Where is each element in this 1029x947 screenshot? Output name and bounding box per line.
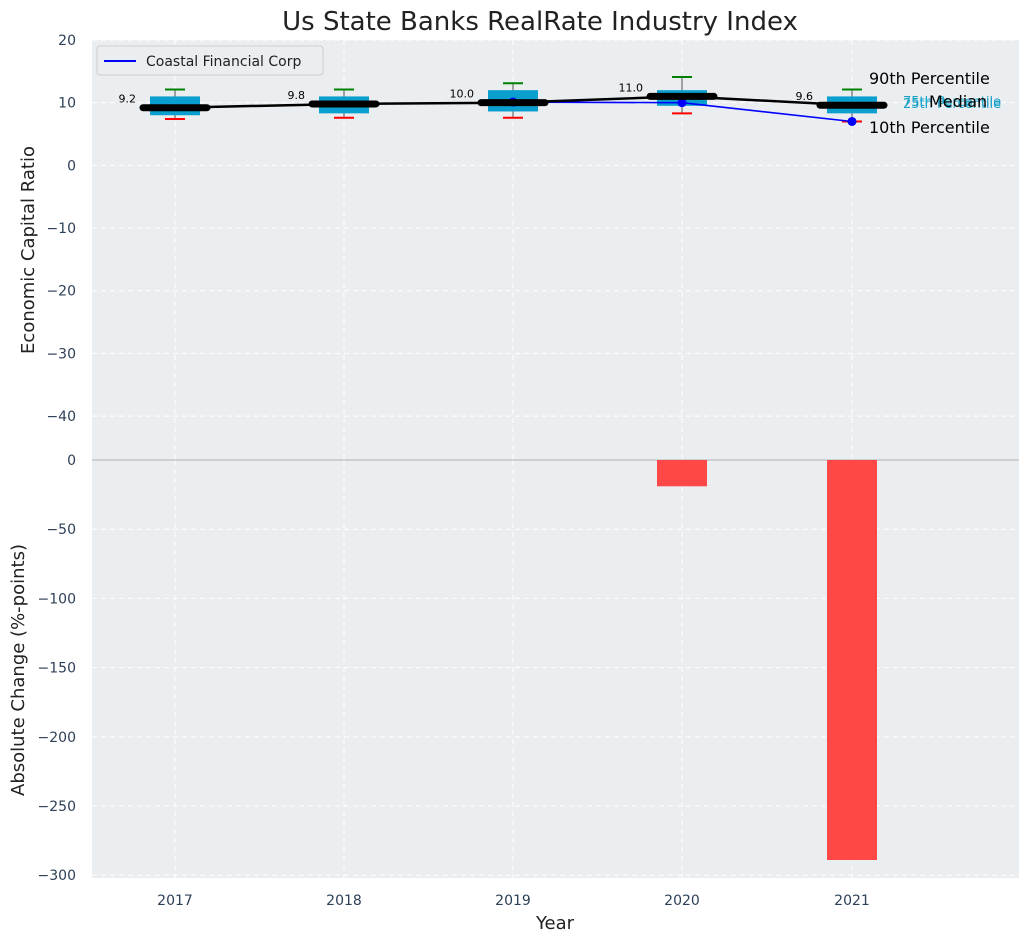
x-tick-label: 2019 [495,893,531,909]
x-tick-label: 2017 [157,893,193,909]
median-value-label: 9.6 [796,90,814,103]
top-y-tick-label: −40 [46,409,76,425]
top-y-tick-label: −10 [46,221,76,237]
bottom-y-axis-label: Absolute Change (%-points) [8,544,29,796]
x-tick-label: 2021 [834,893,870,909]
p10-annotation: 10th Percentile [869,118,990,137]
bottom-y-tick-label: −200 [38,730,76,746]
bottom-plot-background [92,460,1019,878]
top-y-tick-label: 10 [58,96,76,112]
x-tick-label: 2018 [326,893,362,909]
median-value-label: 9.2 [119,93,137,106]
bottom-y-tick-label: −150 [38,661,76,677]
company-point [847,116,857,126]
chart-title: Us State Banks RealRate Industry Index [282,7,798,37]
median-series [139,92,888,112]
top-y-tick-label: −30 [46,346,76,362]
median-value-labels: 9.2 9.8 10.0 11.0 9.6 [119,81,814,105]
bottom-y-tick-label: −100 [38,591,76,607]
top-y-ticks: 20 10 0 −10 −20 −30 −40 [46,33,76,425]
company-point [677,98,687,108]
x-axis-label: Year [535,913,575,934]
x-tick-label: 2020 [664,893,700,909]
legend-entry: Coastal Financial Corp [146,54,301,70]
median-annotation: Median [929,92,987,111]
x-ticks: 2017 2018 2019 2020 2021 [157,893,870,909]
p75-annotation: 75th Percentile [903,95,1001,110]
top-y-tick-label: 20 [58,33,76,49]
top-y-tick-label: −20 [46,284,76,300]
p25-annotation: 25th Percentile [903,97,1001,112]
bottom-y-tick-label: −300 [38,868,76,884]
top-y-tick-label: 0 [67,158,76,174]
change-bar [657,460,707,487]
bottom-y-tick-label: −250 [38,799,76,815]
p90-annotation: 90th Percentile [869,69,990,88]
top-y-axis-label: Economic Capital Ratio [18,146,39,354]
change-bar [827,460,877,861]
median-value-label: 10.0 [450,88,475,101]
median-value-label: 11.0 [619,81,644,94]
bottom-y-ticks: 0 −50 −100 −150 −200 −250 −300 [38,453,76,884]
change-bars [657,460,877,861]
bottom-y-tick-label: −50 [46,522,76,538]
median-value-label: 9.8 [288,89,306,102]
legend: Coastal Financial Corp [96,45,324,76]
bottom-y-tick-label: 0 [67,453,76,469]
legend-box [96,45,324,76]
